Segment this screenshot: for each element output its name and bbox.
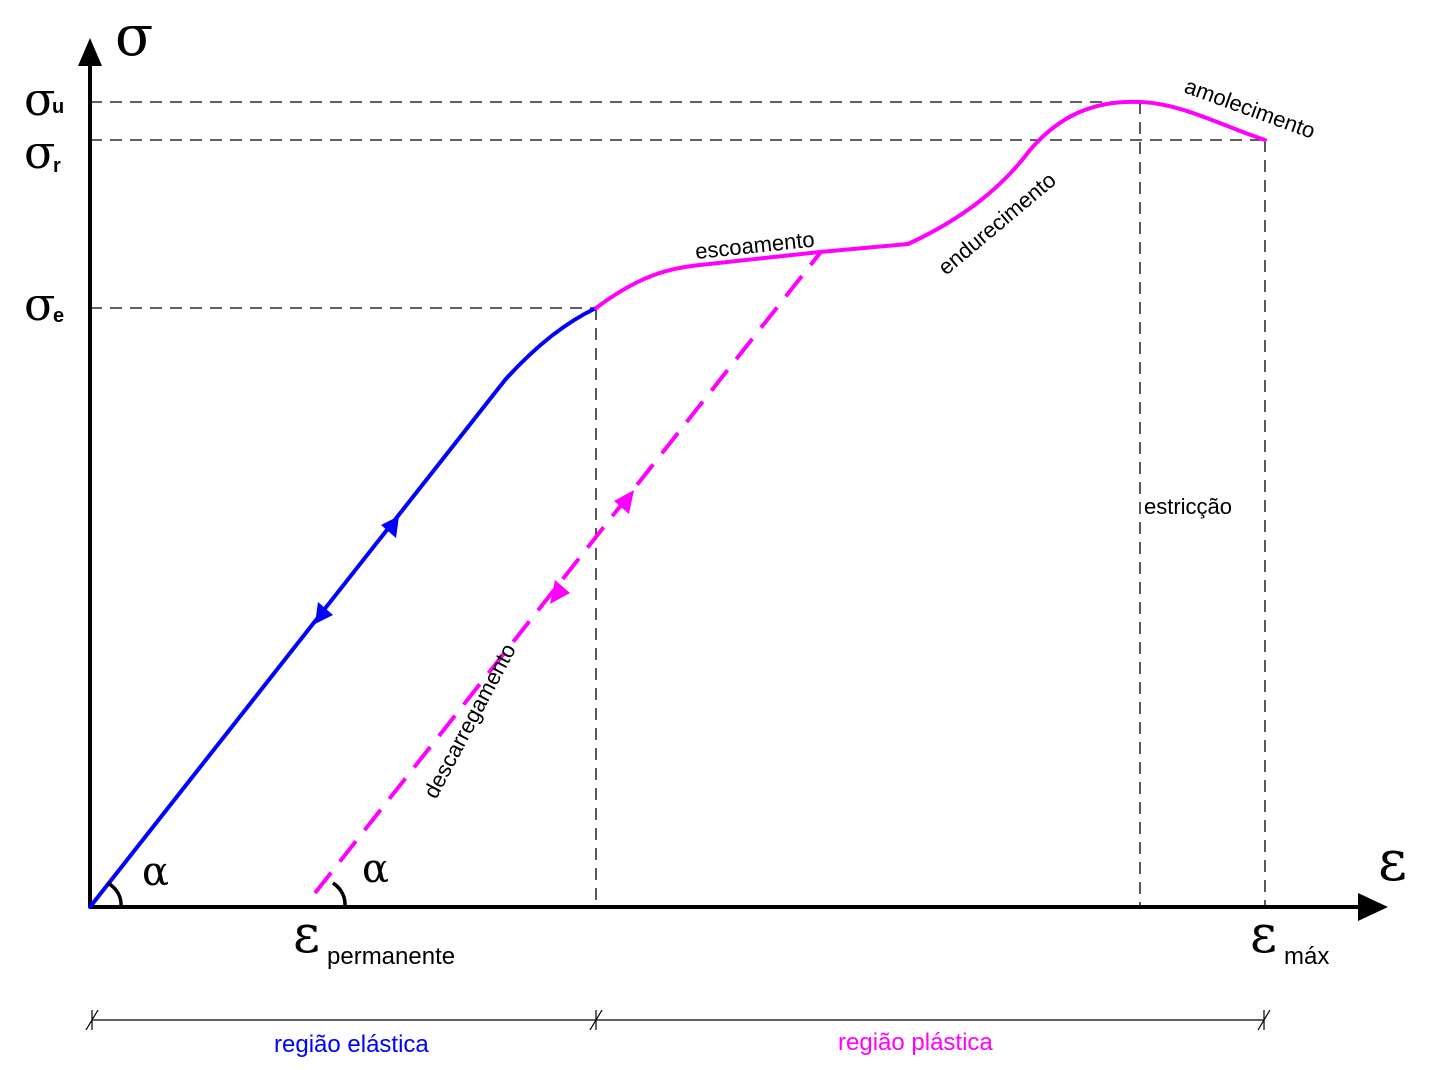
sigma-r-subscript: r [53,155,61,177]
origin-angle-arc [107,881,123,908]
epsilon-permanent-label: ε permanente [293,905,455,970]
epsilon-max-label: ε máx [1250,905,1329,970]
bracket-slash-left [85,1009,99,1031]
axes [78,38,1388,921]
elastic-loading-arrow [381,516,399,538]
region-bracket [85,1009,1271,1031]
unloading-arrow [550,580,570,604]
elastic-region-label: região elástica [274,1031,429,1058]
epsilon-permanent-symbol: ε [293,905,320,965]
permanent-angle-label: α [362,846,389,892]
sigma-e-symbol: σ [24,277,55,331]
plastic-curve-line [594,99,1267,310]
angle-arcs [107,881,347,908]
sigma-e-label: σ e [24,277,64,331]
sigma-u-label: σ u [24,72,64,126]
necking-label: estricção [1144,494,1232,519]
bracket-slash-right [1257,1009,1271,1031]
elastic-loading-line [88,306,598,909]
epsilon-permanent-subscript: permanente [327,943,455,970]
unloading-label: descarregamento [418,639,520,802]
guide-lines [90,101,1266,907]
unloading-path [313,251,822,895]
unloading-dashed-line [313,251,822,895]
origin-angle-label: α [142,849,169,895]
elastic-curve [88,306,598,909]
sigma-e-subscript: e [53,305,64,327]
epsilon-max-subscript: máx [1284,943,1329,970]
epsilon-max-symbol: ε [1250,905,1277,965]
x-axis-arrowhead [1358,893,1388,921]
elastic-unloading-arrow [315,602,333,624]
sigma-u-subscript: u [52,96,64,118]
sigma-u-symbol: σ [24,72,55,126]
plastic-region-label: região plástica [838,1029,993,1056]
reloading-arrow [614,490,634,514]
bracket-slash-middle [589,1009,603,1031]
y-axis-label: σ [115,4,153,69]
x-axis-label: ε [1378,829,1407,894]
plastic-curve [594,99,1267,310]
permanent-angle-arc [331,881,347,908]
sigma-r-symbol: σ [24,125,55,179]
y-axis-arrowhead [78,38,102,66]
sigma-r-label: σ r [24,125,61,179]
